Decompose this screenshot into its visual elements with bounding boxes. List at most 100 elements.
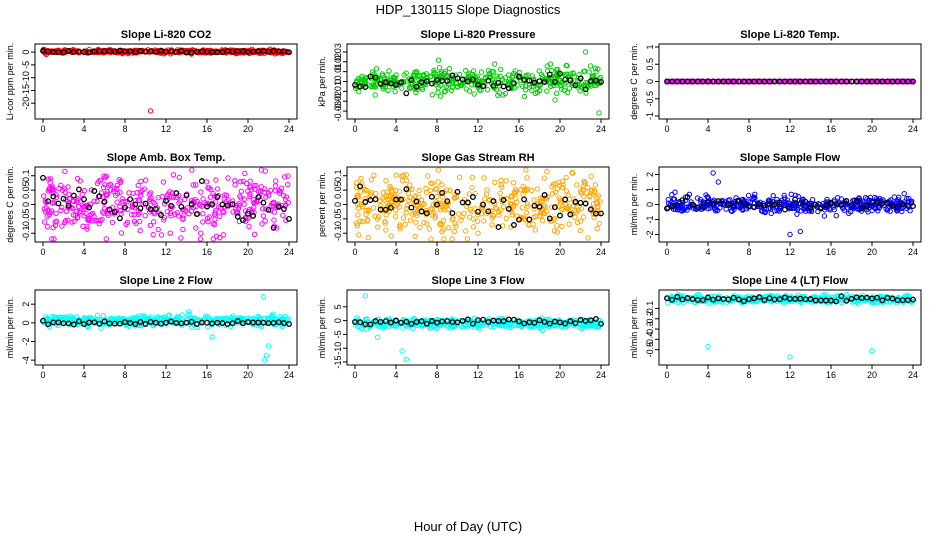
data-point	[583, 190, 590, 196]
hourly-mean-point	[362, 84, 369, 90]
data-point	[165, 191, 171, 197]
data-point	[399, 85, 405, 91]
x-tick-label: 24	[284, 124, 294, 134]
hourly-mean-point	[101, 198, 108, 205]
data-point	[247, 193, 253, 200]
hourly-mean-point	[178, 203, 185, 210]
hourly-mean-point	[245, 210, 251, 217]
data-point	[474, 73, 480, 80]
data-point	[583, 90, 589, 96]
data-point	[236, 203, 243, 209]
data-point	[285, 181, 291, 188]
data-point	[396, 223, 403, 230]
x-tick-label: 16	[826, 247, 836, 257]
data-point	[887, 78, 893, 85]
hourly-mean-point	[562, 76, 569, 83]
data-point	[266, 192, 272, 199]
data-point	[596, 220, 602, 227]
data-point	[186, 309, 192, 315]
y-tick-label: 0.5	[645, 58, 655, 71]
y-tick-label: -2	[645, 230, 655, 238]
data-point	[717, 205, 723, 211]
data-point	[549, 191, 556, 197]
hourly-mean-point	[490, 82, 497, 89]
hourly-mean-point	[510, 222, 517, 228]
panel-7: Slope Line 2 Flow 0 4 8 12 16 20 24 -4 -2 0 2 ml/min…	[5, 275, 298, 380]
x-tick-label: 20	[867, 247, 877, 257]
data-point	[138, 178, 144, 185]
data-point	[423, 185, 429, 192]
x-tick-label: 0	[40, 370, 45, 380]
data-point	[182, 207, 189, 213]
hourly-mean-point	[521, 196, 528, 203]
data-point	[97, 217, 104, 224]
data-point	[552, 189, 559, 195]
hourly-mean-point	[428, 80, 435, 87]
panel-title: Slope Li-820 Pressure	[421, 29, 536, 41]
data-point	[164, 209, 171, 215]
data-point	[179, 312, 185, 318]
x-tick-label: 16	[826, 124, 836, 134]
data-point	[356, 232, 362, 238]
data-point	[241, 196, 248, 202]
data-point	[135, 182, 141, 189]
hourly-mean-point	[812, 201, 819, 208]
x-tick-label: 12	[161, 247, 171, 257]
data-point	[497, 73, 503, 80]
hourly-mean-point	[101, 318, 108, 325]
data-point	[403, 70, 409, 76]
hourly-mean-point	[55, 200, 62, 207]
data-point	[368, 177, 375, 183]
x-tick-label: 4	[393, 247, 398, 257]
hourly-mean-point	[679, 197, 686, 204]
outlier-point	[261, 357, 268, 363]
data-point	[809, 197, 816, 203]
hourly-mean-point	[65, 320, 72, 327]
data-point	[355, 212, 361, 218]
hourly-mean-point	[137, 205, 144, 212]
hourly-mean-point	[219, 49, 226, 56]
hourly-mean-point	[75, 318, 82, 325]
y-axis-label: Li-cor ppm per min.	[5, 43, 15, 121]
data-point	[117, 189, 123, 195]
data-point	[490, 212, 496, 218]
data-point	[466, 70, 472, 76]
hourly-mean-point	[403, 90, 410, 97]
data-point	[846, 78, 852, 85]
y-axis-label: degrees C per min.	[5, 166, 15, 243]
outlier-point	[399, 348, 405, 354]
data-point	[359, 73, 365, 80]
hourly-mean-point	[163, 319, 169, 326]
data-point	[846, 210, 852, 217]
hourly-mean-point	[204, 203, 210, 210]
data-point	[532, 90, 539, 97]
y-tick-label: -0.01	[333, 81, 343, 102]
x-tick-label: 20	[243, 370, 253, 380]
data-point	[380, 85, 386, 92]
data-point	[212, 216, 218, 223]
data-point	[43, 205, 49, 211]
panel-1: Slope Li-820 CO2 0 4 8 12 16 20 24 -20-15-10 -5 0 L…	[5, 29, 298, 134]
data-point	[783, 201, 789, 207]
data-point	[531, 197, 537, 203]
hourly-mean-point	[495, 224, 502, 231]
data-point	[760, 208, 766, 215]
data-point	[108, 315, 114, 321]
x-tick-label: 12	[473, 247, 483, 257]
data-point	[375, 214, 382, 220]
hourly-mean-point	[352, 81, 358, 88]
y-tick-label: -0.05	[333, 209, 343, 230]
data-point	[565, 206, 571, 212]
data-point	[575, 204, 581, 210]
data-point	[469, 185, 475, 191]
panel-title: Slope Gas Stream RH	[421, 152, 534, 164]
y-tick-label: 0.1	[333, 169, 343, 182]
outlier-point	[787, 231, 793, 238]
data-point	[380, 72, 386, 79]
y-tick-label: -0.05	[21, 209, 31, 230]
data-point	[520, 83, 526, 90]
data-point	[440, 217, 447, 224]
data-point	[153, 317, 159, 324]
data-point	[469, 174, 475, 181]
data-point	[383, 227, 389, 233]
